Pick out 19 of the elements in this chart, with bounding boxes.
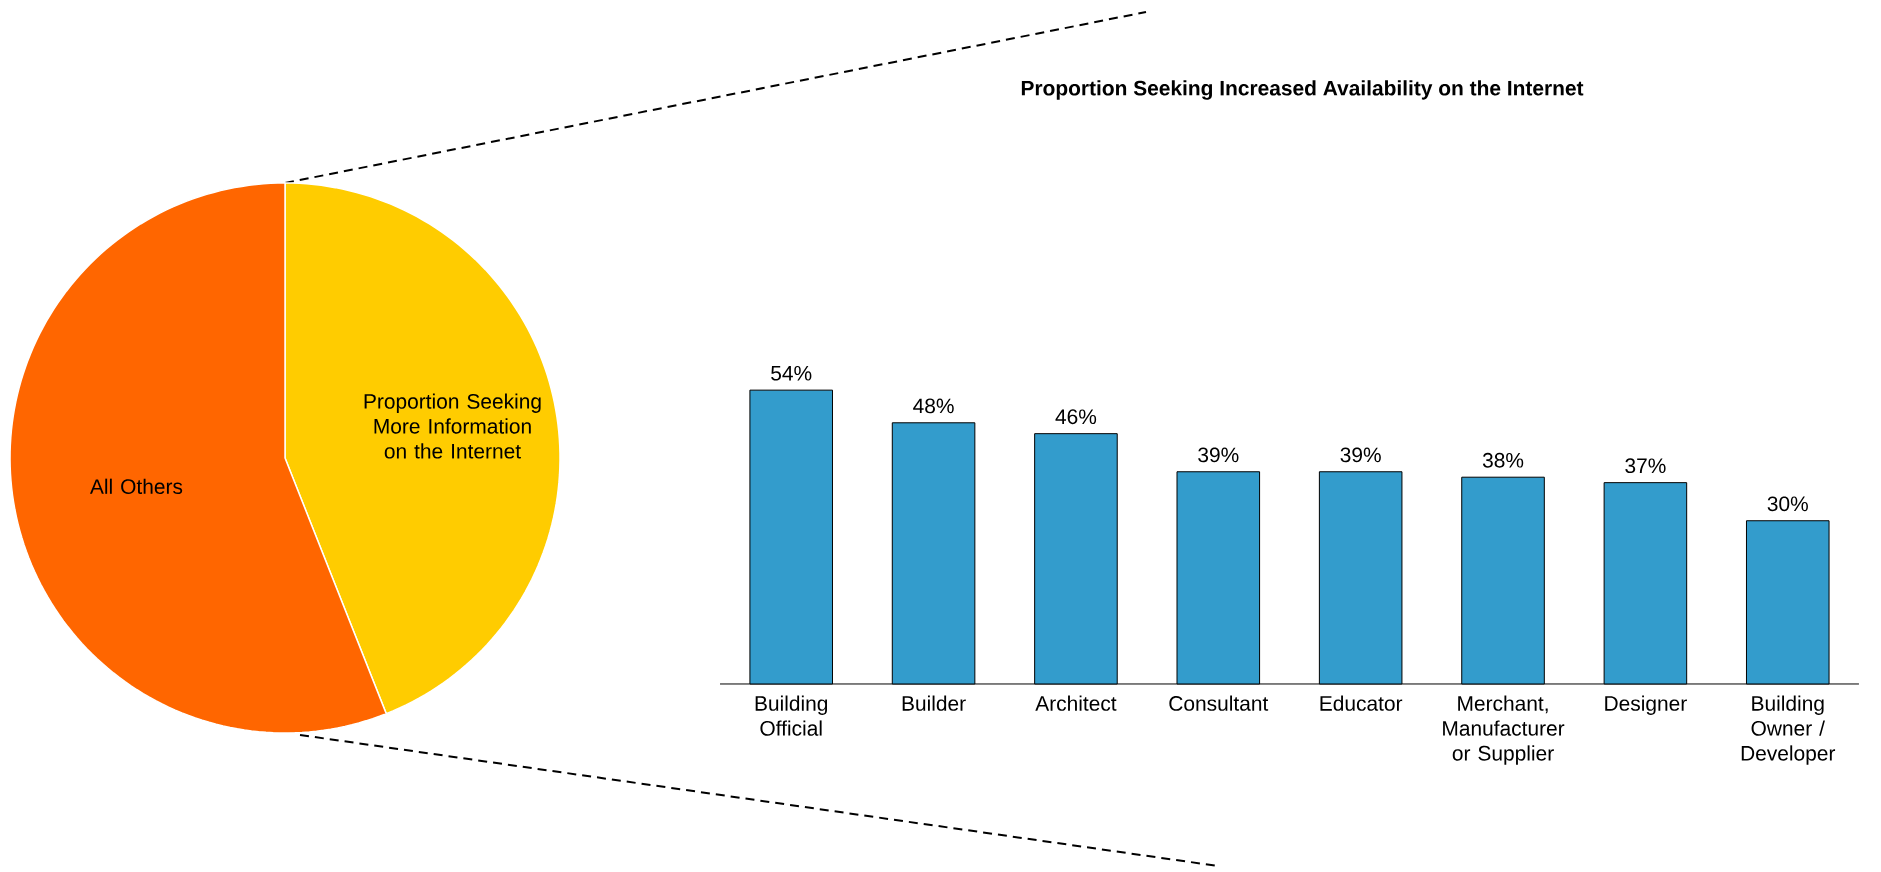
slice-label: All Others (89, 478, 183, 495)
x-tick-label: Designer (1605, 695, 1687, 716)
x-tick-label: Consultant (1169, 695, 1269, 711)
x-tick-label: Building Official (755, 695, 828, 736)
data-label: 38% (1482, 452, 1524, 468)
x-tick-label: Architect (1035, 695, 1117, 711)
data-label: 37% (1625, 458, 1666, 474)
slice-label: Proportion Seeking More Information on the Internet (364, 393, 541, 459)
data-label: 46% (1055, 409, 1097, 425)
x-tick-label: Builder (902, 695, 966, 711)
data-label: 39% (1340, 447, 1381, 463)
data-label: 39% (1198, 447, 1239, 463)
x-tick-label: Building Owner / Developer (1741, 695, 1836, 765)
x-tick-label: Merchant, Manufacturer or Supplier (1443, 695, 1565, 765)
data-label: 30% (1767, 496, 1808, 512)
chart-title: Proportion Seeking Increased Availability on the Internet (1021, 80, 1584, 100)
data-label: 48% (913, 398, 954, 414)
x-tick-label: Educator (1320, 695, 1403, 711)
data-label: 54% (771, 365, 812, 381)
